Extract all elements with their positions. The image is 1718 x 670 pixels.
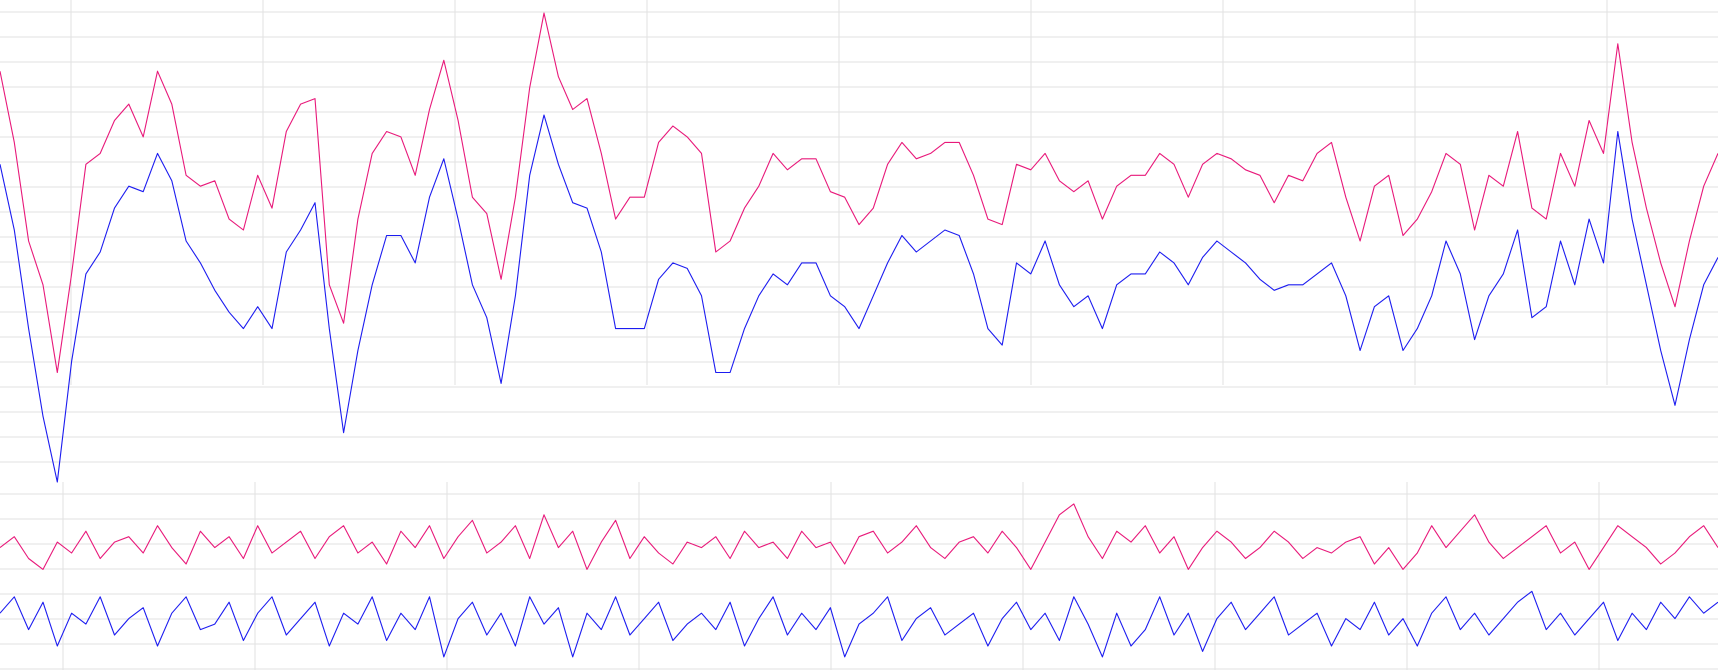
trace-line [0,12,1718,374]
trace-line [0,503,1718,570]
trace-line [0,114,1718,483]
trace-line [0,590,1718,658]
